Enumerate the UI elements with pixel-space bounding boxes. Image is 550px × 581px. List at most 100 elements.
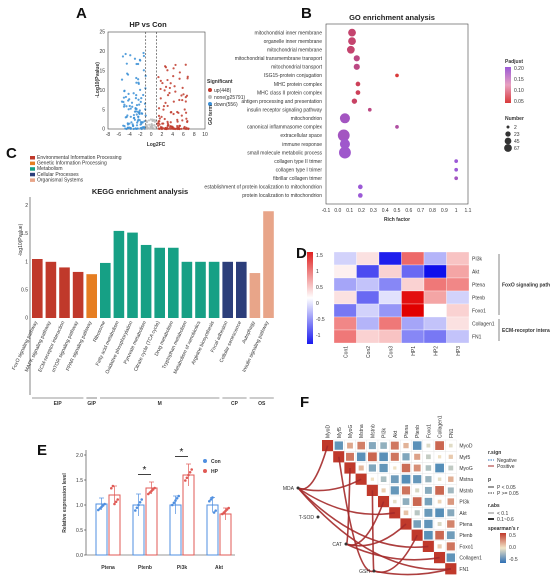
volcano-point [178, 127, 181, 131]
volcano-point [130, 121, 133, 124]
volcano-point [137, 111, 141, 115]
kegg-legend-label: Cellular Processes [37, 172, 79, 178]
corr-cell [390, 475, 399, 484]
padj-legend-title: Padjust [505, 59, 523, 65]
heatmap-cell [401, 316, 425, 331]
corr-cell [390, 441, 399, 450]
expr-dot [137, 503, 140, 507]
volcano-point [174, 90, 177, 93]
go-plot-frame [325, 23, 469, 205]
go-dot [339, 146, 351, 159]
volcano-point [132, 113, 136, 117]
heatmap-cell [356, 329, 380, 344]
expr-y-tick: 2.0 [76, 453, 83, 459]
volcano-point [159, 87, 162, 91]
go-dot [351, 98, 358, 104]
corr-cell [424, 519, 433, 529]
corr-cell [381, 488, 386, 493]
kegg-y-tick: 2 [25, 203, 28, 209]
volcano-point [164, 127, 167, 131]
volcano-point [135, 62, 138, 66]
padj-tick: 0.20 [514, 66, 524, 72]
go-x-tick: 0.6 [405, 208, 412, 214]
go-dot [454, 167, 459, 172]
heatmap-group-label: ECM-receptor interaction [502, 328, 550, 334]
kegg-bar [154, 247, 165, 318]
expr-dot [212, 511, 216, 514]
corr-cell [445, 563, 457, 575]
expr-category-labels: Ptena Ptenb Pi3k Akt [101, 565, 223, 571]
volcano-point [144, 87, 147, 90]
go-term-label: mitochondrial inner membrane [254, 30, 322, 36]
volcano-point [185, 117, 188, 120]
volcano-point [168, 91, 171, 95]
heatmap-cell [333, 251, 357, 266]
volcano-point [145, 121, 149, 124]
mantel-link [373, 568, 452, 576]
kegg-legend-swatch [30, 167, 35, 171]
go-dot [339, 113, 350, 124]
heatmap-scale-tick: 1.5 [316, 253, 323, 259]
volcano-point [183, 127, 186, 130]
legend-p-label: P < 0.05 [497, 485, 516, 491]
heatmap-cell [446, 303, 470, 318]
heatmap-cell [401, 303, 425, 318]
kegg-bar [263, 211, 274, 318]
volcano-point [185, 126, 188, 129]
legend-title: spearman's r [488, 526, 519, 532]
volcano-y-label: -Log10(Pvalue) [95, 62, 101, 98]
corr-cell [379, 452, 388, 462]
kegg-group-label: GIP [87, 401, 96, 407]
heatmap-cell [333, 316, 357, 331]
spearman-colorbar [500, 533, 506, 563]
corr-cell [357, 441, 365, 450]
corr-cell [437, 522, 442, 526]
corr-cell [370, 477, 375, 481]
go-x-tick: -0.1 [322, 208, 331, 214]
panel-c-label: C [6, 145, 17, 162]
corr-row-label: Foxo1 [459, 544, 473, 550]
go-x-tick: 0.4 [382, 208, 389, 214]
volcano-point [168, 125, 172, 129]
go-term-label: protein localization to mitochondrion [242, 193, 322, 199]
go-dot [454, 159, 459, 163]
go-x-tick: 0.5 [394, 208, 401, 214]
go-dot [395, 73, 399, 78]
corr-cell [412, 441, 422, 450]
corr-cell [447, 509, 455, 517]
go-term-label: mitochondrion [291, 116, 323, 122]
corr-cell [424, 508, 433, 517]
corr-cell [347, 442, 353, 449]
expr-bar [182, 474, 195, 556]
corr-row-label: Ptenb [459, 533, 472, 539]
corr-col-label: Foxo1 [426, 424, 432, 438]
corr-col-label: PI3k [382, 427, 388, 438]
expr-legend: Con HP [203, 459, 221, 475]
corr-cell [437, 455, 442, 459]
corr-col-label: Collagen1 [438, 415, 444, 438]
volcano-point [184, 63, 187, 66]
significance-mark: * [180, 447, 184, 458]
heatmap-scale-tick: -0.5 [316, 317, 325, 323]
corr-cell [437, 499, 442, 504]
volcano-point [138, 103, 141, 106]
volcano-point [162, 108, 165, 111]
corr-cells [322, 439, 457, 575]
heatmap-cell [423, 264, 447, 279]
legend-swatch [208, 102, 212, 106]
heatmap-cell [356, 303, 380, 318]
kegg-y-tick: 1.5 [21, 231, 28, 237]
volcano-point [174, 63, 177, 67]
expr-dot [177, 494, 180, 498]
volcano-point [184, 111, 188, 114]
volcano-x-ticks: -8 -6 -4 -2 0 2 4 6 8 10 [106, 132, 208, 138]
go-term-label: ISG15-protein conjugation [264, 73, 322, 79]
go-x-tick: 0.9 [441, 208, 448, 214]
heatmap-scale-tick: 1 [316, 269, 319, 275]
corr-cell [389, 507, 401, 519]
go-dot [348, 37, 356, 46]
volcano-point [161, 81, 164, 85]
go-dots [337, 28, 459, 198]
corr-cell [414, 510, 420, 516]
expr-category-label: Pi3k [177, 565, 188, 571]
